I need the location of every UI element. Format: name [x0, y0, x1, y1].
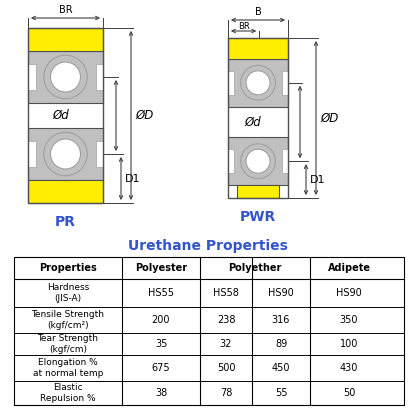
Text: 238: 238: [217, 315, 235, 325]
Circle shape: [44, 55, 87, 99]
Bar: [28, 28, 103, 203]
Text: D1: D1: [310, 175, 325, 185]
Bar: [228, 149, 234, 173]
Circle shape: [44, 132, 87, 176]
Text: Ød: Ød: [245, 116, 261, 129]
Text: 35: 35: [155, 339, 167, 349]
Text: HS90: HS90: [268, 288, 294, 298]
Text: 200: 200: [152, 315, 170, 325]
Bar: [228, 71, 234, 95]
Bar: [96, 64, 103, 90]
Bar: [228, 38, 288, 198]
Circle shape: [50, 62, 81, 92]
Text: 55: 55: [275, 388, 287, 398]
Bar: [28, 128, 103, 180]
Text: 38: 38: [155, 388, 167, 398]
Text: 450: 450: [272, 363, 290, 373]
Text: 350: 350: [340, 315, 358, 325]
Text: ØD: ØD: [320, 111, 338, 124]
Text: BR: BR: [238, 22, 250, 31]
Circle shape: [246, 71, 270, 95]
Text: 89: 89: [275, 339, 287, 349]
Text: 50: 50: [343, 388, 355, 398]
Bar: [28, 180, 103, 203]
Bar: [14, 257, 404, 405]
Text: 316: 316: [272, 315, 290, 325]
Bar: [28, 51, 103, 103]
Text: Properties: Properties: [39, 263, 97, 273]
Text: D1: D1: [125, 173, 141, 183]
Text: Elongation %
at normal temp: Elongation % at normal temp: [33, 358, 103, 378]
Bar: [282, 71, 288, 95]
Bar: [228, 137, 288, 185]
Text: 32: 32: [220, 339, 232, 349]
Text: 430: 430: [340, 363, 358, 373]
Text: ØD: ØD: [135, 109, 153, 122]
Bar: [28, 28, 103, 51]
Text: Ød: Ød: [52, 109, 69, 122]
Bar: [28, 141, 35, 167]
Text: HS55: HS55: [148, 288, 174, 298]
Text: Polyether: Polyether: [228, 263, 282, 273]
Text: PWR: PWR: [240, 210, 276, 224]
Text: Polyester: Polyester: [135, 263, 187, 273]
Bar: [228, 59, 288, 107]
Text: Adipete: Adipete: [327, 263, 371, 273]
Circle shape: [240, 65, 275, 100]
Text: B: B: [255, 7, 261, 17]
Text: Urethane Properties: Urethane Properties: [128, 239, 288, 253]
Bar: [237, 185, 279, 198]
Text: 500: 500: [217, 363, 235, 373]
Text: Tear Strength
(kgf/cm): Tear Strength (kgf/cm): [37, 334, 99, 354]
Text: 675: 675: [152, 363, 170, 373]
Text: 100: 100: [340, 339, 358, 349]
Circle shape: [240, 144, 275, 178]
Circle shape: [50, 139, 81, 169]
Text: Tensile Strength
(kgf/cm²): Tensile Strength (kgf/cm²): [32, 310, 104, 330]
Text: Elastic
Repulsion %: Elastic Repulsion %: [40, 383, 96, 403]
Bar: [28, 64, 35, 90]
Circle shape: [246, 149, 270, 173]
Text: HS58: HS58: [213, 288, 239, 298]
Text: 78: 78: [220, 388, 232, 398]
Text: BR: BR: [59, 5, 72, 15]
Bar: [96, 141, 103, 167]
Bar: [228, 38, 288, 59]
Text: PR: PR: [55, 215, 76, 229]
Bar: [282, 149, 288, 173]
Text: Hardness
(JIS-A): Hardness (JIS-A): [47, 283, 89, 303]
Text: HS90: HS90: [336, 288, 362, 298]
